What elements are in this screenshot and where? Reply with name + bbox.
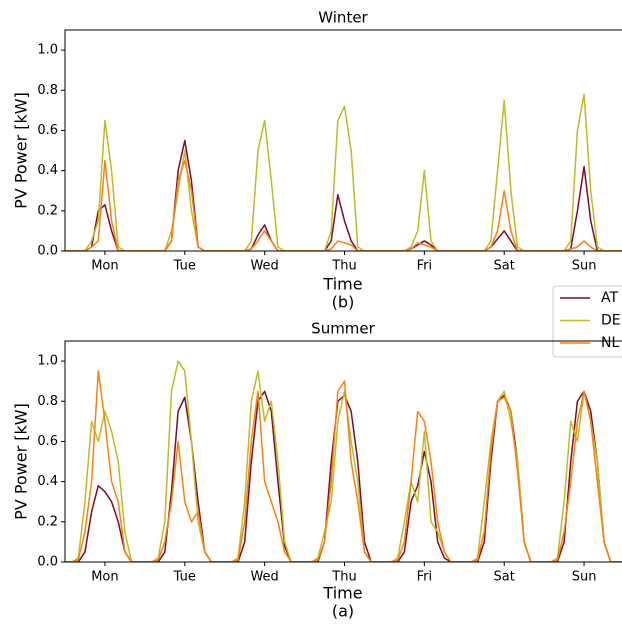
x-tick-label: Sat [494, 259, 515, 274]
x-tick-label: Wed [250, 570, 278, 585]
data-line [65, 93, 622, 251]
data-line [65, 390, 622, 562]
x-tick-label: Tue [173, 259, 196, 274]
x-tick-label: Fri [417, 259, 433, 274]
data-line [65, 159, 622, 251]
x-tick-label: Fri [417, 570, 433, 585]
x-axis-label: Time [322, 584, 362, 603]
legend-label: DE [601, 313, 621, 329]
axes-frame [64, 340, 622, 563]
legend-label: AT [601, 290, 618, 306]
x-tick-label: Sun [572, 570, 597, 585]
chart-title: Winter [318, 9, 368, 27]
x-axis-label: Time [322, 275, 362, 294]
y-tick-label: 0.6 [37, 123, 58, 138]
y-tick-label: 0.8 [37, 394, 58, 409]
y-axis-label: PV Power [kW] [12, 403, 31, 520]
x-tick-label: Thu [331, 259, 356, 274]
x-tick-label: Wed [250, 259, 278, 274]
y-tick-label: 0.0 [37, 555, 58, 570]
data-line [65, 360, 622, 562]
caption: (a) [332, 602, 354, 621]
x-tick-label: Tue [173, 570, 196, 585]
y-tick-label: 1.0 [37, 43, 58, 58]
y-tick-label: 0.0 [37, 244, 58, 259]
y-tick-label: 0.8 [37, 83, 58, 98]
legend-box [552, 285, 622, 358]
y-tick-label: 1.0 [37, 354, 58, 369]
y-axis-label: PV Power [kW] [12, 92, 31, 209]
x-tick-label: Thu [331, 570, 356, 585]
y-tick-label: 0.4 [37, 474, 58, 489]
y-tick-label: 0.2 [37, 203, 58, 218]
x-tick-label: Sat [494, 570, 515, 585]
legend-label: NL [601, 335, 619, 351]
y-tick-label: 0.4 [37, 163, 58, 178]
x-tick-label: Mon [91, 570, 118, 585]
x-tick-label: Mon [91, 259, 118, 274]
y-tick-label: 0.6 [37, 434, 58, 449]
y-tick-label: 0.2 [37, 514, 58, 529]
data-line [65, 370, 622, 562]
chart-title: Summer [311, 320, 375, 338]
caption: (b) [332, 293, 355, 312]
data-line [65, 139, 622, 251]
x-tick-label: Sun [572, 259, 597, 274]
